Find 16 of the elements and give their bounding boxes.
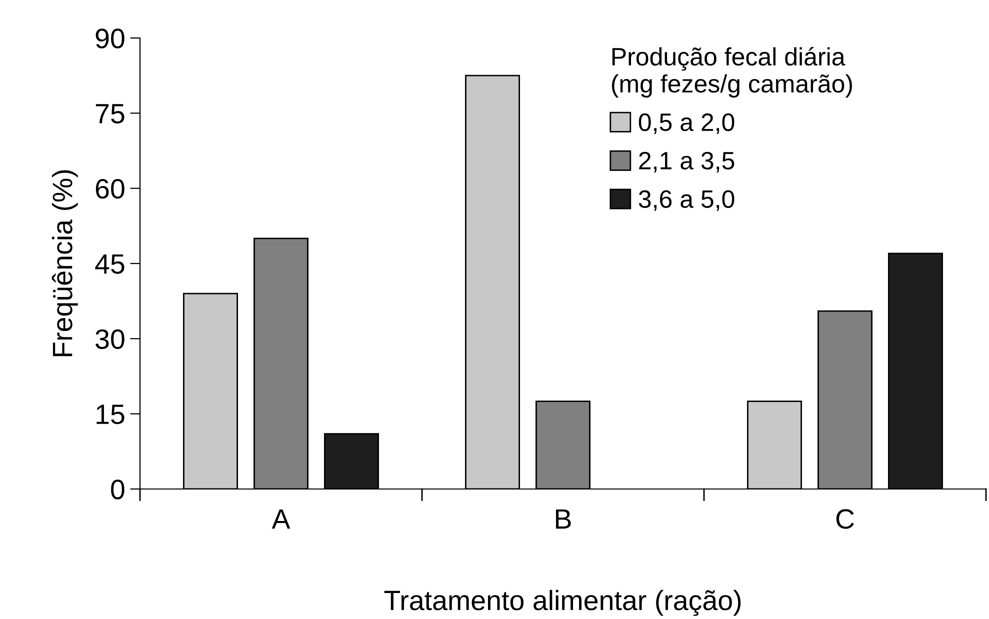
x-tick-label: C — [836, 509, 854, 529]
y-tick-label: 0 — [111, 480, 124, 500]
legend-label: 2,1 a 3,5 — [639, 152, 734, 172]
x-axis-title: Tratamento alimentar (ração) — [384, 590, 741, 616]
legend-label: 3,6 a 5,0 — [638, 190, 734, 211]
y-tick-label: 30 — [96, 329, 124, 350]
x-tick-label: A — [272, 509, 290, 529]
y-tick-label: 60 — [96, 179, 124, 199]
y-tick-label: 45 — [95, 254, 124, 274]
y-tick-label: 15 — [96, 404, 124, 424]
x-tick-label: B — [556, 509, 571, 529]
legend-label: 0,5 a 2,0 — [638, 113, 734, 134]
y-tick-label: 75 — [96, 104, 124, 124]
y-tick-label: 90 — [96, 28, 124, 48]
y-axis-title: Freqüência (%) — [52, 170, 78, 356]
legend-title: Produção fecal diária (mg fezes/g camarão) — [612, 46, 852, 98]
